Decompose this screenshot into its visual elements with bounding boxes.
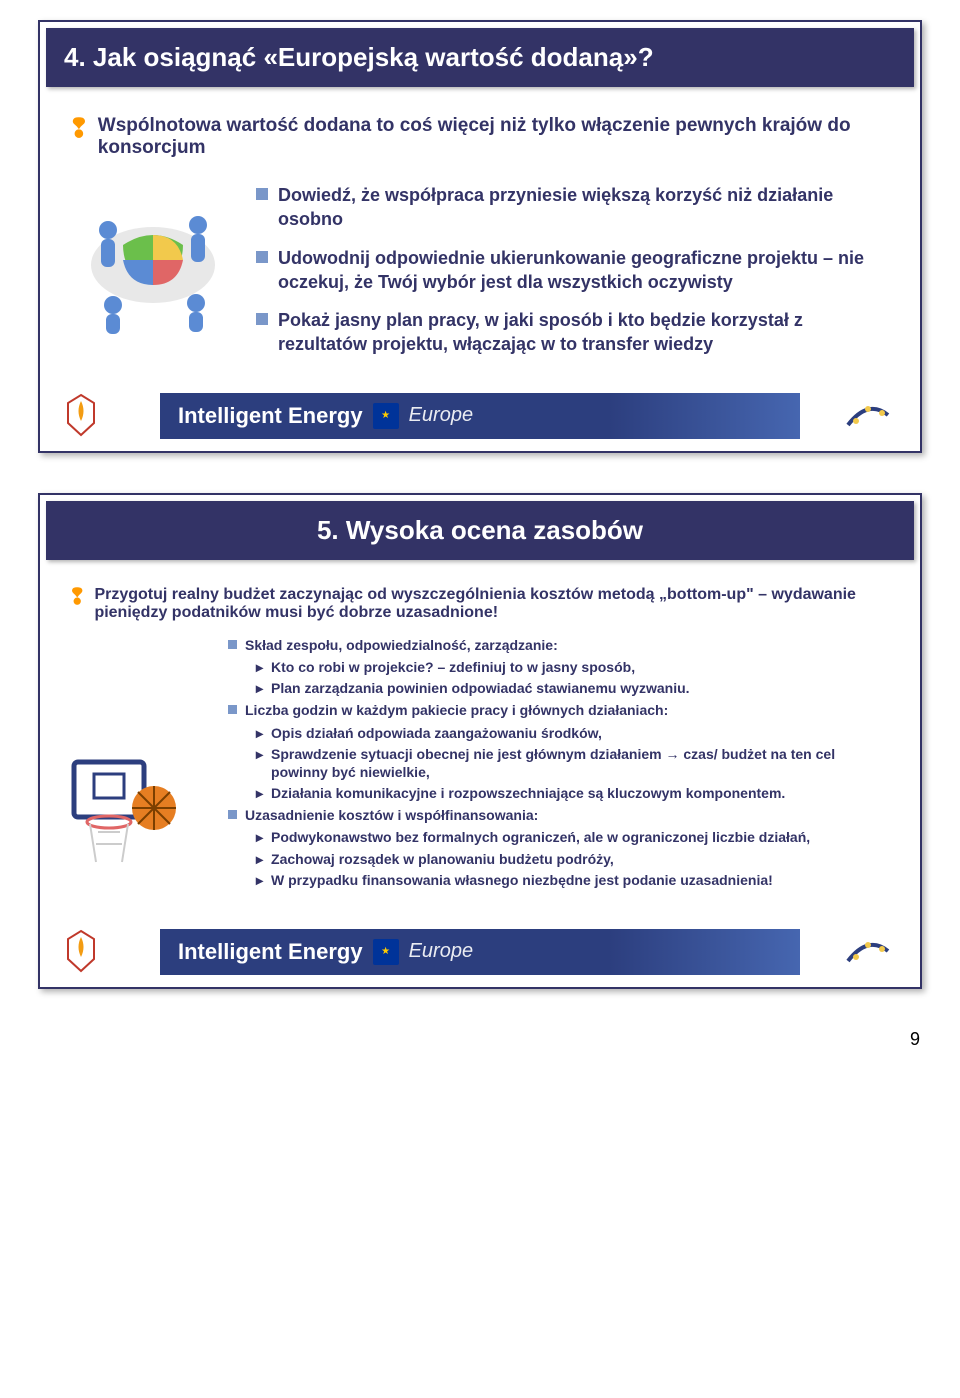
group-head: Liczba godzin w każdym pakiecie pracy i …: [228, 701, 892, 719]
bullet-text: Udowodnij odpowiednie ukierunkowanie geo…: [278, 246, 892, 295]
arrow-icon: ▸: [256, 828, 263, 846]
arrow-icon: ▸: [256, 784, 263, 802]
sub-item: ▸Sprawdzenie sytuacji obecnej nie jest g…: [256, 745, 892, 781]
arrow-icon: ▸: [256, 850, 263, 868]
arrow-icon: ▸: [256, 679, 263, 697]
content-row: Skład zespołu, odpowiedzialność, zarządz…: [68, 632, 892, 907]
sub-item: ▸ Działania komunikacyjne i rozpowszechni…: [256, 784, 892, 802]
square-icon: [228, 810, 237, 819]
banner-region: Europe: [409, 404, 474, 427]
content-row: Dowiedź, że współpraca przyniesie większ…: [68, 175, 892, 371]
page-number: 9: [910, 1029, 920, 1050]
sub-item: ▸ W przypadku finansowania własnego niezb…: [256, 871, 892, 889]
square-icon: [228, 640, 237, 649]
sub-text: Podwykonawstwo bez formalnych ograniczeń…: [271, 828, 810, 846]
slide-2: 5. Wysoka ocena zasobów ❢ Przygotuj real…: [38, 493, 922, 989]
sub-text: Kto co robi w projekcie? – zdefiniuj to …: [271, 658, 635, 676]
lead-text: ❢ Przygotuj realny budżet zaczynając od …: [68, 586, 892, 622]
banner-region: Europe: [409, 940, 474, 963]
group-text: Skład zespołu, odpowiedzialność, zarządz…: [245, 636, 558, 654]
sub-item: ▸ Podwykonawstwo bez formalnych ogranicze…: [256, 828, 892, 846]
swoosh-icon: [844, 395, 892, 435]
sub-item: ▸ Zachowaj rozsądek w planowaniu budżetu …: [256, 850, 892, 868]
arrow-icon: ▸: [256, 745, 263, 781]
lead-text: ❢ Wspólnotowa wartość dodana to coś więc…: [68, 115, 892, 159]
logo-left-icon: [62, 393, 100, 437]
slide-body: ❢ Wspólnotowa wartość dodana to coś więc…: [40, 93, 920, 381]
sub-text: W przypadku finansowania własnego niezbę…: [271, 871, 773, 889]
bullet-item: Pokaż jasny plan pracy, w jaki sposób i …: [256, 308, 892, 357]
sub-item: ▸ Kto co robi w projekcie? – zdefiniuj to…: [256, 658, 892, 676]
sub-text: Sprawdzenie sytuacji obecnej nie jest gł…: [271, 745, 892, 781]
group-head: Uzasadnienie kosztów i współfinansowania…: [228, 806, 892, 824]
square-icon: [256, 313, 268, 325]
lead-content: Przygotuj realny budżet zaczynając od wy…: [94, 586, 892, 622]
group-text: Uzasadnienie kosztów i współfinansowania…: [245, 806, 538, 824]
slide-body: ❢ Przygotuj realny budżet zaczynając od …: [40, 566, 920, 917]
sub-text: Zachowaj rozsądek w planowaniu budżetu p…: [271, 850, 614, 868]
sub-text: Plan zarządzania powinien odpowiadać sta…: [271, 679, 690, 697]
square-icon: [256, 188, 268, 200]
sub-text: Opis działań odpowiada zaangażowaniu śro…: [271, 724, 602, 742]
exclaim-icon: ❢: [68, 115, 90, 141]
group-text: Liczba godzin w każdym pakiecie pracy i …: [245, 701, 668, 719]
bullet-text: Dowiedź, że współpraca przyniesie większ…: [278, 183, 892, 232]
lead-content: Wspólnotowa wartość dodana to coś więcej…: [98, 115, 892, 159]
arrow-icon: ▸: [256, 724, 263, 742]
arrow-icon: ▸: [256, 871, 263, 889]
group-head: Skład zespołu, odpowiedzialność, zarządz…: [228, 636, 892, 654]
bullet-list: Skład zespołu, odpowiedzialność, zarządz…: [198, 632, 892, 892]
footer-banner: Intelligent Energy ★ Europe: [160, 393, 800, 439]
bullet-item: Dowiedź, że współpraca przyniesie większ…: [256, 183, 892, 232]
square-icon: [256, 251, 268, 263]
swoosh-icon: [844, 931, 892, 971]
banner-brand: Intelligent Energy: [178, 939, 363, 965]
logo-left-icon: [62, 929, 100, 973]
sub-text: Działania komunikacyjne i rozpowszechnia…: [271, 784, 785, 802]
slide-1: 4. Jak osiągnąć «Europejską wartość doda…: [38, 20, 922, 453]
footer-banner: Intelligent Energy ★ Europe: [160, 929, 800, 975]
sub-item: ▸ Opis działań odpowiada zaangażowaniu śr…: [256, 724, 892, 742]
slide-title: 5. Wysoka ocena zasobów: [46, 501, 914, 560]
bullet-text: Pokaż jasny plan pracy, w jaki sposób i …: [278, 308, 892, 357]
bullet-list: Dowiedź, że współpraca przyniesie większ…: [256, 175, 892, 371]
square-icon: [228, 705, 237, 714]
slide-title: 4. Jak osiągnąć «Europejską wartość doda…: [46, 28, 914, 87]
sub-item: ▸ Plan zarządzania powinien odpowiadać st…: [256, 679, 892, 697]
exclaim-icon: ❢: [68, 586, 86, 608]
arrow-icon: ▸: [256, 658, 263, 676]
eu-flag-icon: ★: [373, 403, 399, 429]
bullet-item: Udowodnij odpowiednie ukierunkowanie geo…: [256, 246, 892, 295]
banner-brand: Intelligent Energy: [178, 403, 363, 429]
basketball-illustration: [68, 752, 188, 907]
teamwork-illustration: [68, 175, 238, 340]
eu-flag-icon: ★: [373, 939, 399, 965]
